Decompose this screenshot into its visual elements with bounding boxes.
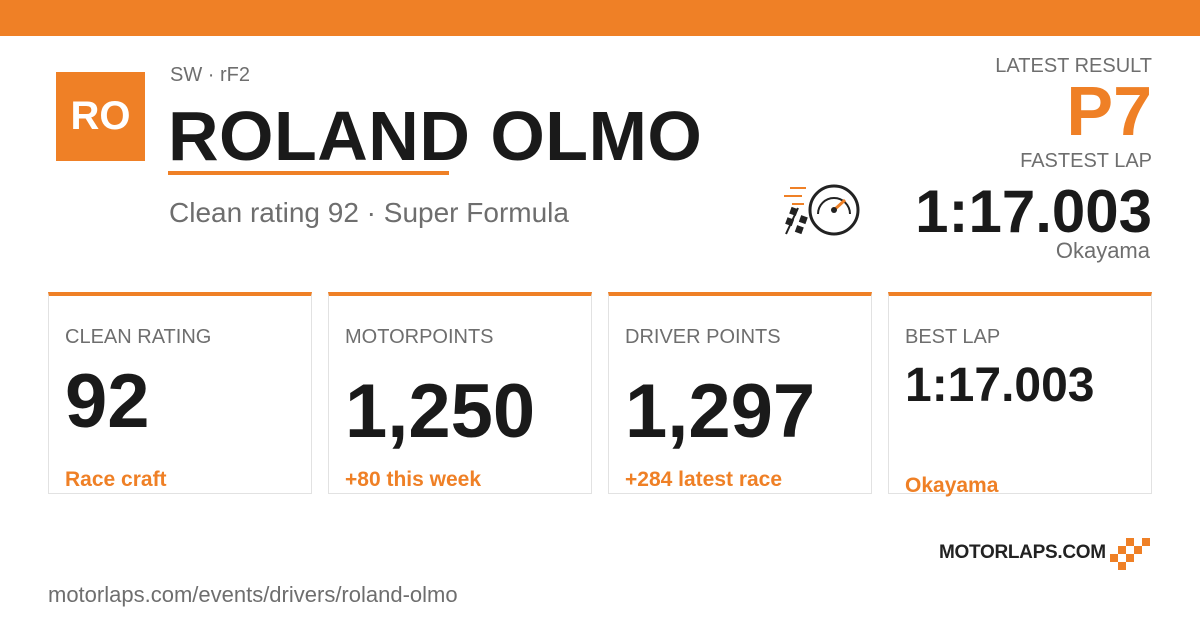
card-value: 92 [65, 359, 150, 444]
stat-card: DRIVER POINTS 1,297 +284 latest race [608, 292, 872, 494]
latest-result-label: LATEST RESULT [995, 55, 1152, 77]
card-note: +80 this week [345, 468, 481, 491]
avatar: RO [56, 72, 145, 161]
card-value: 1,250 [345, 369, 536, 454]
top-bar [0, 0, 1200, 36]
brand-logo: MOTORLAPS.COM [939, 542, 1106, 563]
stat-card: BEST LAP 1:17.003 Okayama [888, 292, 1152, 497]
latest-result: P7 [1066, 72, 1152, 150]
card-label: DRIVER POINTS [625, 326, 781, 348]
stat-card: CLEAN RATING 92 Race craft [48, 292, 312, 494]
card-value: 1:17.003 [905, 359, 1095, 412]
card-value: 1,297 [625, 369, 816, 454]
fastest-lap-label: FASTEST LAP [1020, 150, 1152, 172]
driver-name: ROLAND OLMO [168, 97, 703, 175]
card-label: MOTORPOINTS [345, 326, 494, 348]
card-label: BEST LAP [905, 326, 1001, 348]
stat-card: MOTORPOINTS 1,250 +80 this week [328, 292, 592, 494]
card-note: +284 latest race [625, 468, 783, 491]
page-url: motorlaps.com/events/drivers/roland-olmo [48, 582, 458, 607]
name-underline [168, 171, 449, 175]
card-note: Okayama [905, 474, 999, 497]
card-label: CLEAN RATING [65, 326, 212, 348]
logo-flag [1110, 538, 1150, 570]
subtitle: Clean rating 92 · Super Formula [169, 197, 569, 228]
fastest-lap-track: Okayama [1055, 238, 1150, 263]
card-note: Race craft [65, 468, 167, 491]
platform: SW · rF2 [170, 64, 250, 86]
fastest-lap: 1:17.003 [915, 178, 1152, 245]
race-icon [784, 184, 860, 236]
